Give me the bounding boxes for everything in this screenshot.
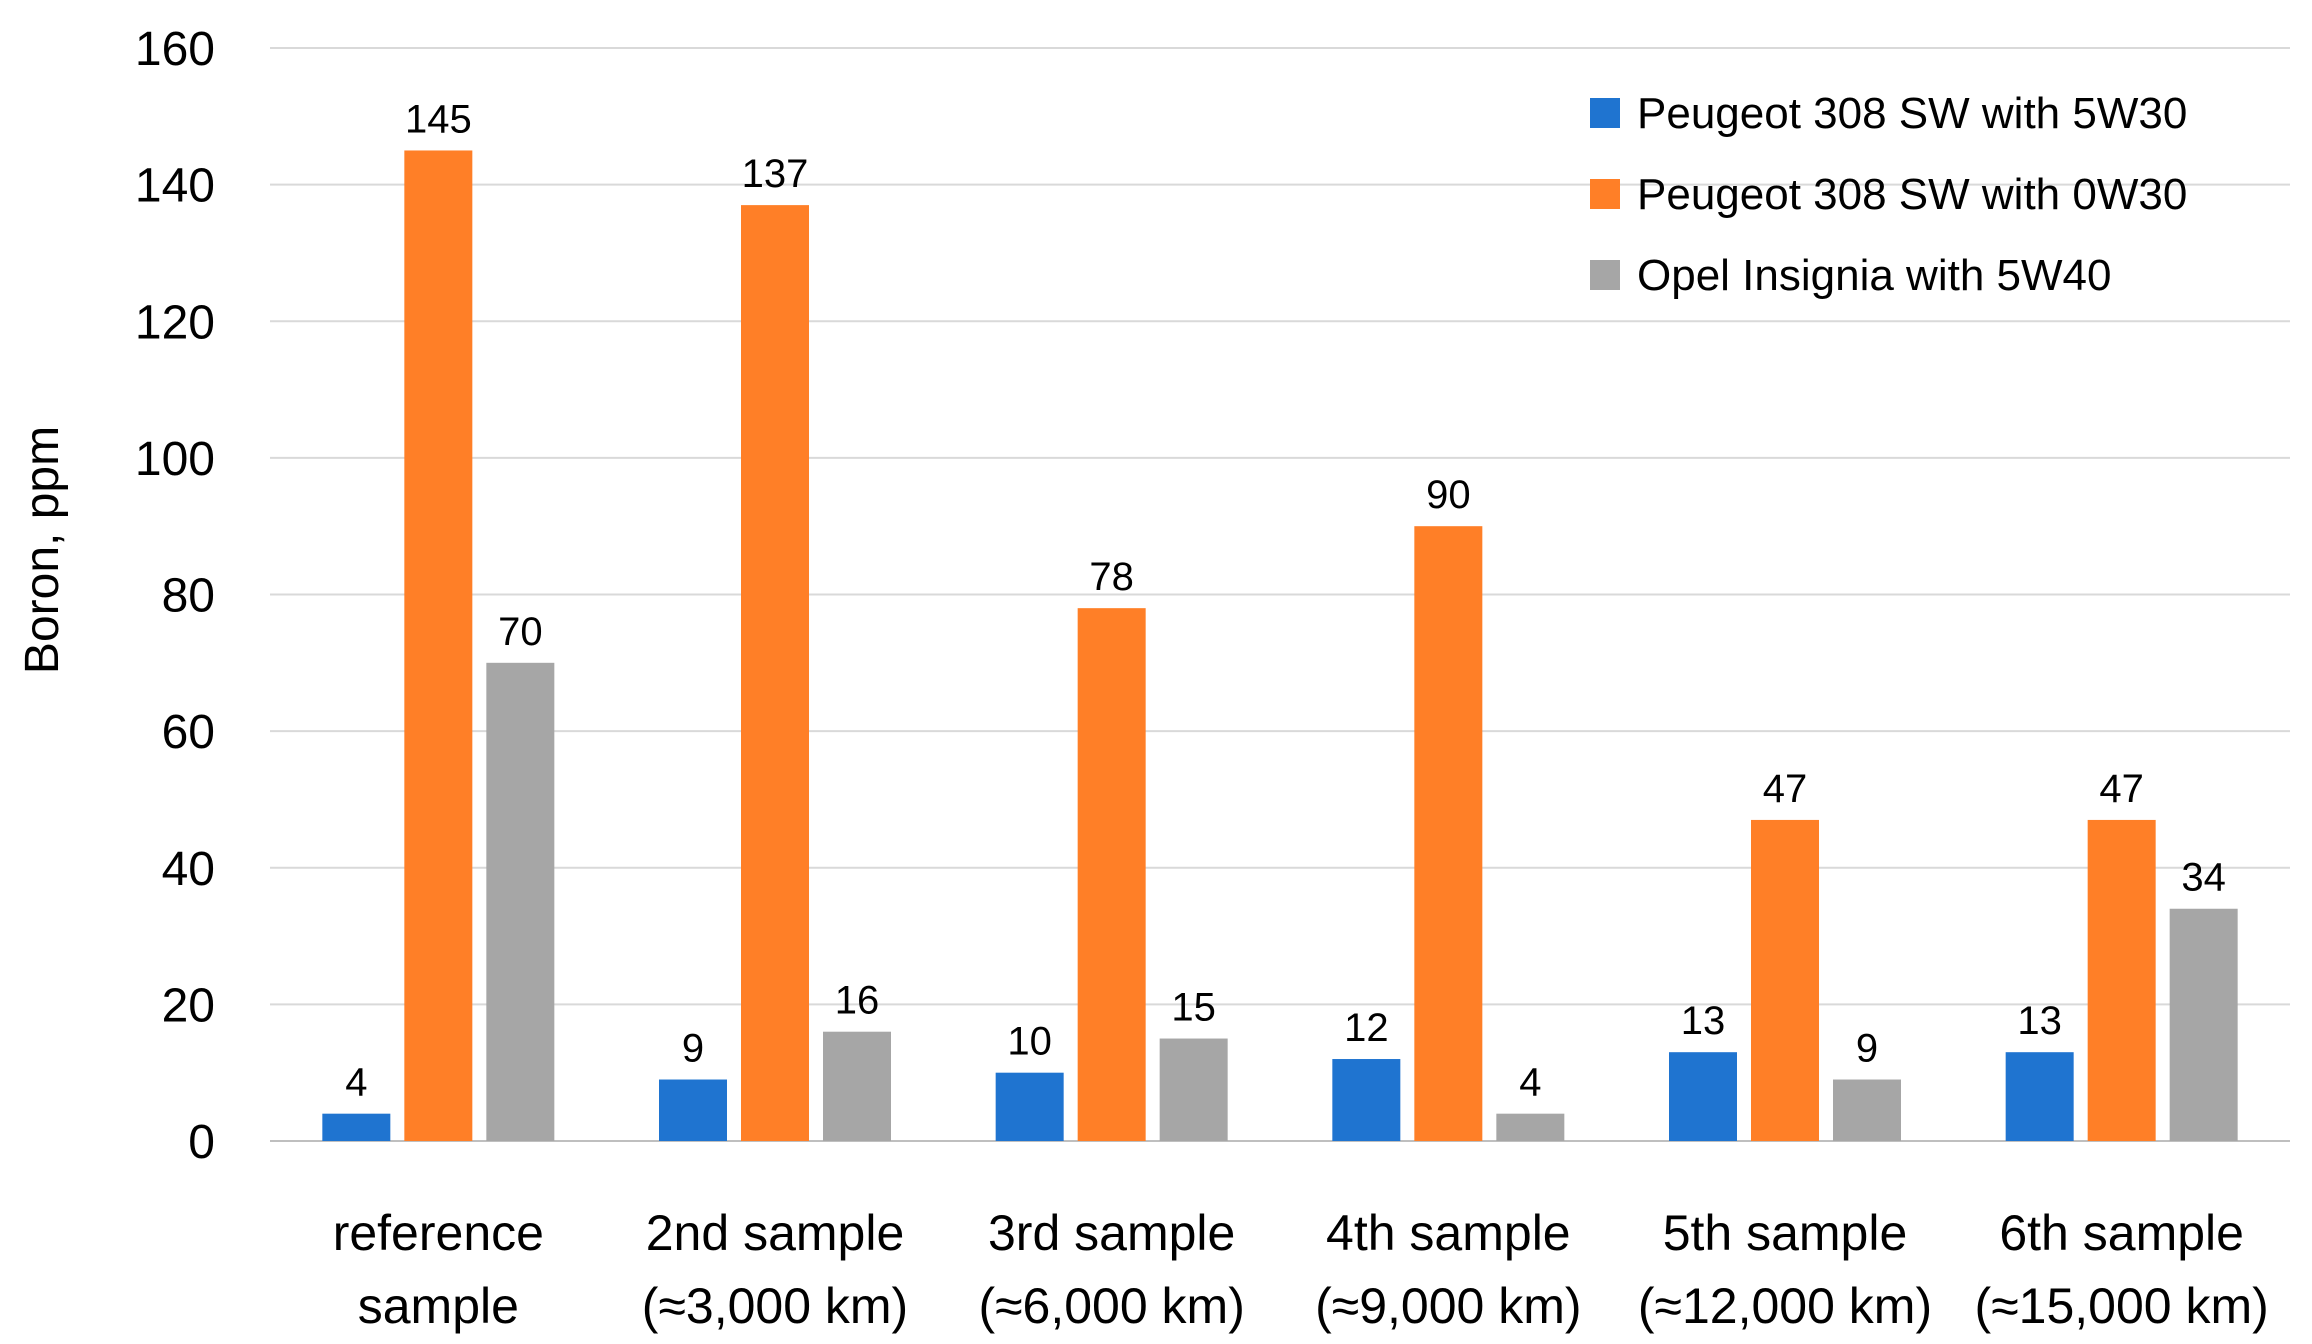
category-label: (≈12,000 km) <box>1638 1278 1932 1334</box>
bar <box>2087 819 2156 1141</box>
data-label: 10 <box>1007 1020 1052 1064</box>
bar <box>659 1079 727 1141</box>
data-label: 145 <box>405 97 472 141</box>
data-label: 70 <box>498 610 543 654</box>
data-label: 34 <box>2181 856 2226 900</box>
bar <box>741 205 809 1141</box>
y-tick-label: 60 <box>162 706 215 759</box>
y-tick-label: 40 <box>162 843 215 896</box>
bar <box>1077 608 1146 1141</box>
gridlines <box>270 47 2290 1142</box>
data-label: 9 <box>1856 1027 1878 1071</box>
data-label: 78 <box>1089 555 1134 599</box>
data-label: 4 <box>345 1061 367 1105</box>
category-label: 5th sample <box>1663 1205 1908 1261</box>
y-tick-label: 100 <box>135 433 215 486</box>
data-label: 9 <box>682 1027 704 1071</box>
bar <box>823 1031 891 1141</box>
y-axis-label: Boron, ppm <box>16 426 69 674</box>
bar <box>1833 1079 1901 1141</box>
y-tick-label: 120 <box>135 296 215 349</box>
category-label: reference <box>333 1205 544 1261</box>
category-label: (≈15,000 km) <box>1975 1278 2269 1334</box>
y-tick-label: 160 <box>135 23 215 76</box>
bar <box>995 1072 1064 1141</box>
data-label: 90 <box>1426 473 1471 517</box>
bar <box>1751 819 1819 1141</box>
data-label: 137 <box>742 152 809 196</box>
bar <box>322 1113 391 1141</box>
data-label: 12 <box>1344 1006 1389 1050</box>
y-tick-label: 140 <box>135 160 215 213</box>
data-labels: 4 145 70 9 137 16 10 78 15 12 90 4 13 47 9 13 47 34 <box>345 97 2226 1104</box>
legend-label: Opel Insignia with 5W40 <box>1637 251 2111 300</box>
bar <box>1332 1059 1401 1141</box>
category-label: sample <box>358 1278 519 1334</box>
legend-swatch <box>1590 260 1620 290</box>
data-label: 16 <box>835 979 880 1023</box>
category-label: (≈6,000 km) <box>978 1278 1244 1334</box>
y-tick-label: 20 <box>162 979 215 1032</box>
category-label: (≈3,000 km) <box>642 1278 908 1334</box>
data-label: 4 <box>1519 1061 1541 1105</box>
bar <box>1669 1052 1737 1141</box>
bars <box>322 150 2238 1141</box>
bar <box>1159 1038 1228 1141</box>
category-label: 6th sample <box>1999 1205 2244 1261</box>
legend-swatch <box>1590 98 1620 128</box>
category-label: 2nd sample <box>646 1205 905 1261</box>
data-label: 47 <box>2099 767 2144 811</box>
bar <box>404 150 473 1141</box>
bar <box>2005 1052 2074 1141</box>
category-label: 4th sample <box>1326 1205 1571 1261</box>
legend-label: Peugeot 308 SW with 5W30 <box>1637 89 2187 138</box>
bar <box>1496 1113 1565 1141</box>
legend-swatch <box>1590 179 1620 209</box>
bar <box>1414 526 1483 1141</box>
legend: Peugeot 308 SW with 5W30 Peugeot 308 SW w… <box>1590 89 2187 300</box>
category-label: (≈9,000 km) <box>1315 1278 1581 1334</box>
legend-label: Peugeot 308 SW with 0W30 <box>1637 170 2187 219</box>
data-label: 47 <box>1763 767 1808 811</box>
category-label: 3rd sample <box>988 1205 1235 1261</box>
data-label: 13 <box>1681 999 1726 1043</box>
y-axis-ticks: 0 20 40 60 80 100 120 140 160 <box>135 23 215 1169</box>
bar <box>486 662 555 1141</box>
y-tick-label: 0 <box>188 1116 215 1169</box>
data-label: 15 <box>1171 986 1216 1030</box>
bar <box>2169 908 2238 1141</box>
data-label: 13 <box>2017 999 2062 1043</box>
y-tick-label: 80 <box>162 570 215 623</box>
x-axis-categories: reference sample 2nd sample (≈3,000 km) 3rd … <box>333 1205 2269 1334</box>
